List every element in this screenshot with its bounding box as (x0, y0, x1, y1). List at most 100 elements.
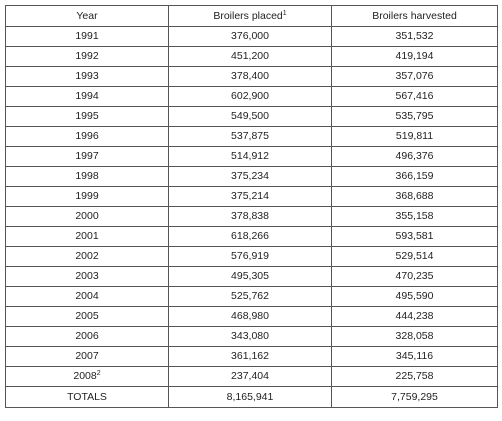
cell-year: 2003 (5, 266, 169, 287)
table-row: 2003 495,305 470,235 (5, 266, 498, 287)
cell-broilers-harvested: 496,376 (331, 146, 498, 167)
cell-year: 1992 (5, 46, 169, 67)
header-broilers-placed: Broilers placed1 (168, 5, 332, 27)
table-row: 1994 602,900 567,416 (5, 86, 498, 107)
cell-broilers-placed: 451,200 (168, 46, 332, 67)
table-row: 1991 376,000 351,532 (5, 26, 498, 47)
cell-year: 1993 (5, 66, 169, 87)
cell-broilers-placed: 549,500 (168, 106, 332, 127)
cell-broilers-placed: 375,234 (168, 166, 332, 187)
table-body: 1991 376,000 351,532 1992 451,200 419,194 1993… (5, 26, 498, 387)
cell-broilers-placed: 343,080 (168, 326, 332, 347)
cell-year: 2005 (5, 306, 169, 327)
cell-year: 1996 (5, 126, 169, 147)
cell-year: 1994 (5, 86, 169, 107)
cell-broilers-placed: 376,000 (168, 26, 332, 47)
footnote-marker-1: 1 (282, 9, 287, 17)
table-header-row: Year Broilers placed1 Broilers harvested (5, 5, 498, 27)
cell-year: 2002 (5, 246, 169, 267)
cell-year-value: 1999 (75, 190, 99, 203)
cell-year-value: 1994 (75, 90, 99, 103)
cell-broilers-harvested: 357,076 (331, 66, 498, 87)
cell-broilers-harvested: 345,116 (331, 346, 498, 367)
table-row: 1999 375,214 368,688 (5, 186, 498, 207)
table-row: 2005 468,980 444,238 (5, 306, 498, 327)
totals-harvested: 7,759,295 (331, 386, 498, 408)
table-row: 1993 378,400 357,076 (5, 66, 498, 87)
cell-year-value: 2001 (75, 230, 99, 243)
cell-year: 20082 (5, 366, 169, 387)
cell-year-value: 1996 (75, 130, 99, 143)
cell-broilers-placed: 495,305 (168, 266, 332, 287)
cell-broilers-harvested: 444,238 (331, 306, 498, 327)
cell-year-value: 2000 (75, 210, 99, 223)
footnote-marker-2: 2 (96, 370, 101, 378)
cell-broilers-harvested: 368,688 (331, 186, 498, 207)
cell-broilers-placed: 576,919 (168, 246, 332, 267)
cell-broilers-harvested: 495,590 (331, 286, 498, 307)
cell-year-value: 1992 (75, 50, 99, 63)
cell-year-value: 2002 (75, 250, 99, 263)
cell-broilers-harvested: 519,811 (331, 126, 498, 147)
table-row: 1998 375,234 366,159 (5, 166, 498, 187)
cell-year: 1999 (5, 186, 169, 207)
cell-broilers-harvested: 593,581 (331, 226, 498, 247)
cell-year-value: 1995 (75, 110, 99, 123)
table-row: 1997 514,912 496,376 (5, 146, 498, 167)
cell-broilers-placed: 525,762 (168, 286, 332, 307)
cell-broilers-harvested: 529,514 (331, 246, 498, 267)
cell-year-value: 2006 (75, 330, 99, 343)
table-row: 2004 525,762 495,590 (5, 286, 498, 307)
cell-year-value: 2003 (75, 270, 99, 283)
totals-label: TOTALS (5, 386, 169, 408)
cell-broilers-placed: 602,900 (168, 86, 332, 107)
cell-broilers-harvested: 419,194 (331, 46, 498, 67)
cell-broilers-harvested: 470,235 (331, 266, 498, 287)
cell-broilers-placed: 237,404 (168, 366, 332, 387)
cell-broilers-placed: 375,214 (168, 186, 332, 207)
table-row: 1992 451,200 419,194 (5, 46, 498, 67)
table-row: 1996 537,875 519,811 (5, 126, 498, 147)
cell-broilers-harvested: 355,158 (331, 206, 498, 227)
table-row: 2006 343,080 328,058 (5, 326, 498, 347)
cell-year: 1995 (5, 106, 169, 127)
table-row: 2002 576,919 529,514 (5, 246, 498, 267)
cell-year: 2001 (5, 226, 169, 247)
cell-broilers-harvested: 225,758 (331, 366, 498, 387)
table-row: 2007 361,162 345,116 (5, 346, 498, 367)
cell-year-value: 2007 (75, 350, 99, 363)
cell-broilers-placed: 378,838 (168, 206, 332, 227)
table-row: 2000 378,838 355,158 (5, 206, 498, 227)
header-year: Year (5, 5, 169, 27)
cell-year-value: 1998 (75, 170, 99, 183)
cell-year-value: 2005 (75, 310, 99, 323)
header-broilers-placed-label: Broilers placed (213, 9, 283, 22)
cell-year-value: 1993 (75, 70, 99, 83)
cell-year: 1991 (5, 26, 169, 47)
totals-placed: 8,165,941 (168, 386, 332, 408)
cell-broilers-placed: 618,266 (168, 226, 332, 247)
cell-year: 2000 (5, 206, 169, 227)
broilers-table: Year Broilers placed1 Broilers harvested… (5, 5, 498, 408)
cell-broilers-placed: 468,980 (168, 306, 332, 327)
cell-year-value: 1997 (75, 150, 99, 163)
broilers-table-container: Year Broilers placed1 Broilers harvested… (5, 5, 498, 408)
cell-broilers-harvested: 328,058 (331, 326, 498, 347)
cell-broilers-placed: 537,875 (168, 126, 332, 147)
cell-broilers-harvested: 366,159 (331, 166, 498, 187)
totals-row: TOTALS 8,165,941 7,759,295 (5, 386, 498, 408)
cell-year-value: 2004 (75, 290, 99, 303)
table-row: 2001 618,266 593,581 (5, 226, 498, 247)
cell-year: 2006 (5, 326, 169, 347)
cell-broilers-placed: 361,162 (168, 346, 332, 367)
table-row: 20082 237,404 225,758 (5, 366, 498, 387)
cell-broilers-harvested: 535,795 (331, 106, 498, 127)
cell-year: 1998 (5, 166, 169, 187)
table-row: 1995 549,500 535,795 (5, 106, 498, 127)
cell-broilers-harvested: 351,532 (331, 26, 498, 47)
cell-broilers-harvested: 567,416 (331, 86, 498, 107)
header-broilers-harvested: Broilers harvested (331, 5, 498, 27)
cell-broilers-placed: 378,400 (168, 66, 332, 87)
cell-year: 2007 (5, 346, 169, 367)
cell-broilers-placed: 514,912 (168, 146, 332, 167)
